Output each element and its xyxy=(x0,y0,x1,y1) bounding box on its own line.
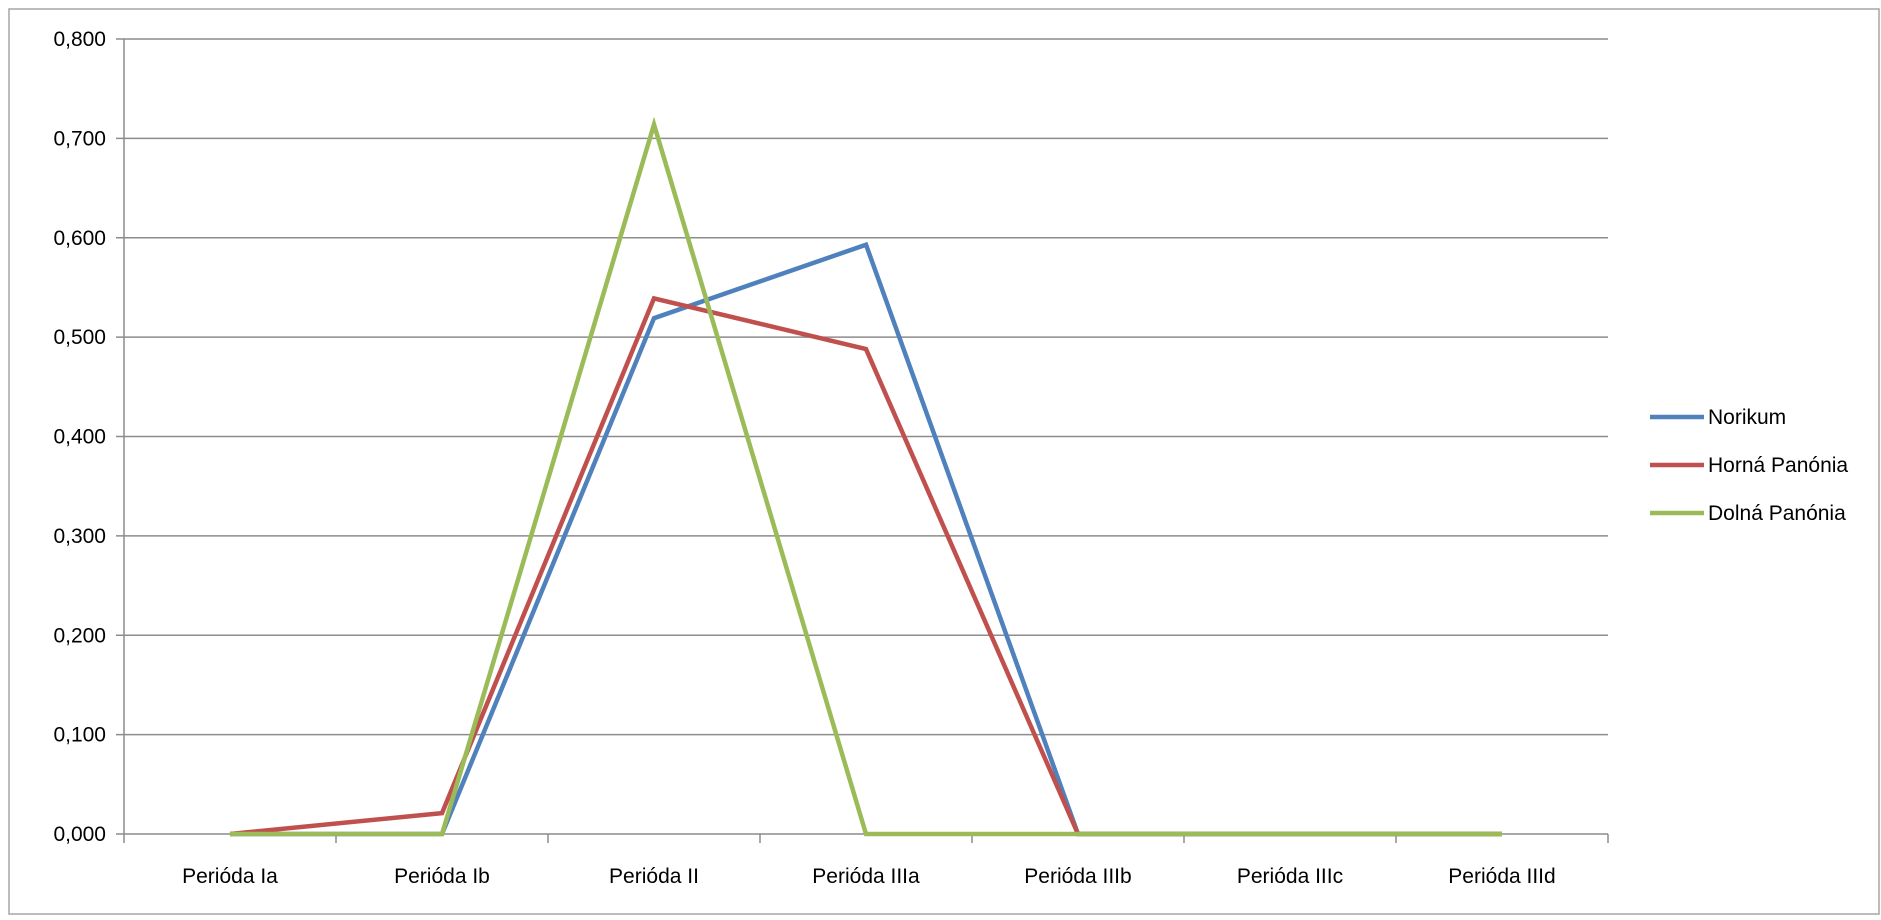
y-tick-label: 0,800 xyxy=(53,28,106,51)
series-lines xyxy=(229,116,1502,837)
legend-item: Norikum xyxy=(1650,406,1786,429)
y-tick-label: 0,300 xyxy=(53,525,106,548)
x-tick-label: Perióda IIIc xyxy=(1237,865,1343,888)
legend-label: Norikum xyxy=(1708,406,1786,429)
y-tick-label: 0,500 xyxy=(53,326,106,349)
x-tick-label: Perióda Ia xyxy=(182,865,278,888)
y-tick-label: 0,400 xyxy=(53,426,106,449)
legend-label: Horná Panónia xyxy=(1708,454,1848,477)
y-tick-label: 0,100 xyxy=(53,724,106,747)
y-tick-label: 0,600 xyxy=(53,227,106,250)
y-tick-label: 0,000 xyxy=(53,823,106,846)
x-tick-label: Perióda Ib xyxy=(394,865,490,888)
y-tick-label: 0,200 xyxy=(53,624,106,647)
gridlines xyxy=(124,38,1608,736)
legend: Norikum Horná Panónia Dolná Panónia xyxy=(1650,406,1848,525)
series-line xyxy=(230,116,1502,837)
legend-item: Dolná Panónia xyxy=(1650,502,1846,525)
legend-item: Horná Panónia xyxy=(1650,454,1848,477)
legend-label: Dolná Panónia xyxy=(1708,502,1846,525)
y-tick-label: 0,700 xyxy=(53,127,106,150)
x-tick-label: Perióda IIIb xyxy=(1024,865,1131,888)
x-tick-label: Perióda IIId xyxy=(1448,865,1555,888)
x-tick-label: Perióda II xyxy=(609,865,699,888)
x-tick-label: Perióda IIIa xyxy=(812,865,920,888)
